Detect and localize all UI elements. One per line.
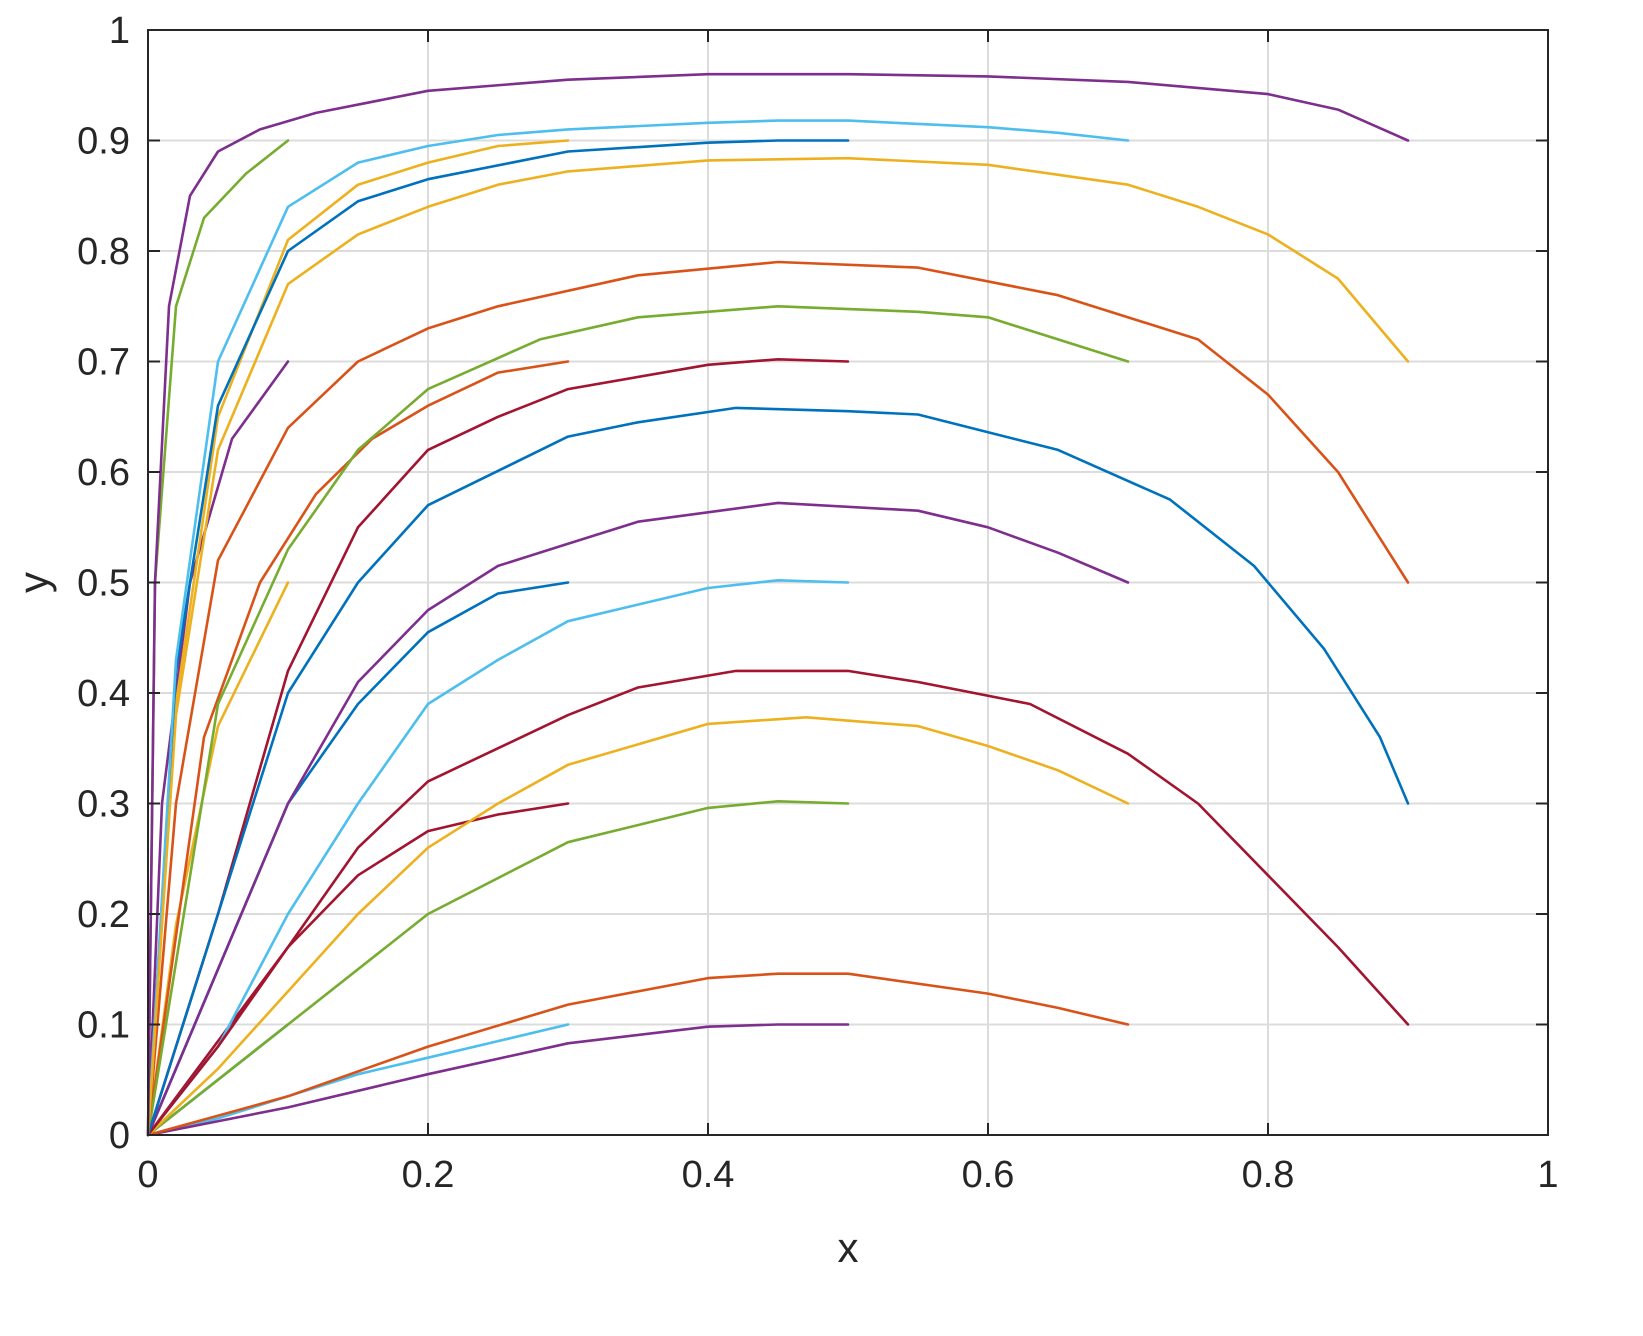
y-axis-label: y bbox=[10, 572, 57, 593]
series-line-10 bbox=[146, 1023, 850, 1137]
series-line-11 bbox=[146, 799, 850, 1137]
x-tick-label: 0.2 bbox=[402, 1154, 455, 1196]
y-tick-label: 1 bbox=[109, 10, 130, 52]
series-line-13 bbox=[146, 357, 850, 1137]
series-line-16 bbox=[146, 715, 1130, 1137]
y-tick-label: 0.3 bbox=[77, 784, 130, 826]
series-line-23 bbox=[146, 156, 1410, 1137]
series-line-12 bbox=[146, 578, 850, 1137]
x-tick-label: 0 bbox=[137, 1154, 158, 1196]
series-line-15 bbox=[146, 972, 1130, 1137]
y-tick-label: 0.2 bbox=[77, 894, 130, 936]
axis-ticks: 0 0.2 0.4 0.6 0.8 1 0 0.1 0.2 0.3 0.4 0.5 0.6 0.7 0.8 0… bbox=[77, 10, 1558, 1196]
y-tick-label: 0.6 bbox=[77, 452, 130, 494]
y-tick-label: 0.5 bbox=[77, 563, 130, 605]
y-tick-label: 0.1 bbox=[77, 1005, 130, 1047]
series-line-17 bbox=[146, 501, 1130, 1137]
x-tick-label: 0.8 bbox=[1242, 1154, 1295, 1196]
x-tick-label: 0.4 bbox=[682, 1154, 735, 1196]
series-line-20 bbox=[146, 669, 1410, 1137]
series-line-21 bbox=[146, 406, 1410, 1137]
series-line-24 bbox=[146, 72, 1410, 1137]
series-line-9 bbox=[146, 139, 570, 1137]
series-line-18 bbox=[146, 304, 1130, 1137]
y-tick-label: 0.7 bbox=[77, 342, 130, 384]
series-line-8 bbox=[146, 360, 570, 1137]
x-axis-label: x bbox=[838, 1224, 859, 1271]
y-tick-label: 0.4 bbox=[77, 673, 130, 715]
y-tick-label: 0.9 bbox=[77, 121, 130, 163]
x-tick-label: 1 bbox=[1537, 1154, 1558, 1196]
series-line-6 bbox=[146, 802, 570, 1137]
series-line-14 bbox=[146, 139, 850, 1137]
y-tick-label: 0.8 bbox=[77, 231, 130, 273]
series-group bbox=[146, 72, 1410, 1137]
series-line-5 bbox=[146, 1023, 570, 1137]
series-line-22 bbox=[146, 260, 1410, 1137]
y-tick-label: 0 bbox=[109, 1115, 130, 1157]
series-line-19 bbox=[146, 119, 1130, 1137]
x-tick-label: 0.6 bbox=[962, 1154, 1015, 1196]
